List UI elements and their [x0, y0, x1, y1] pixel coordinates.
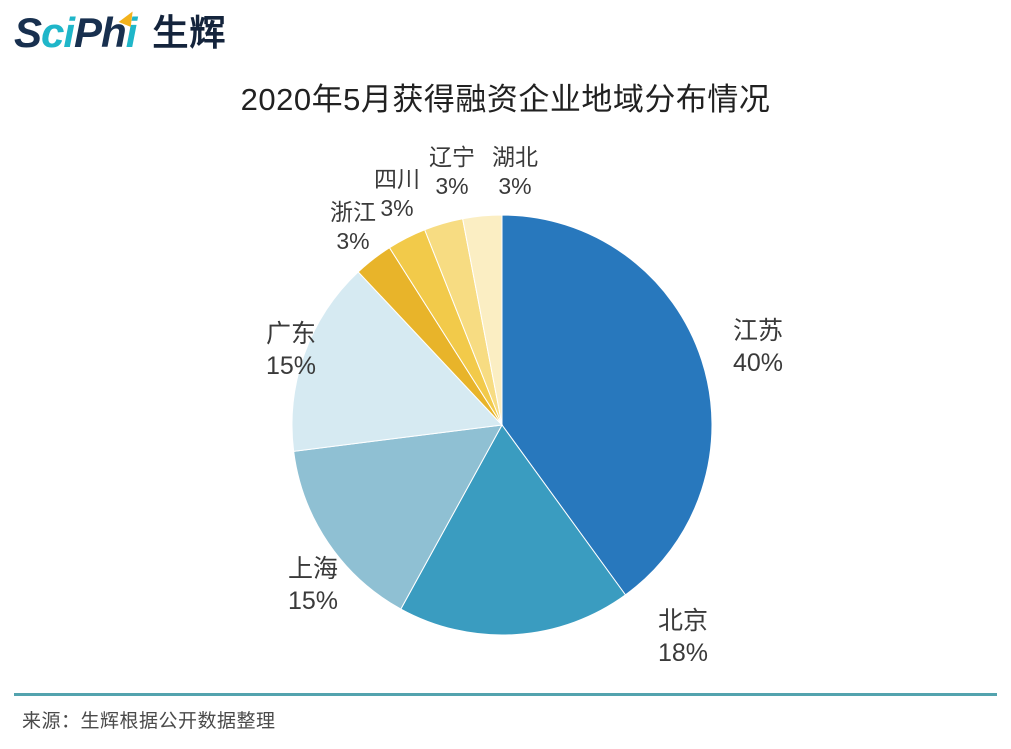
- pie-slice-group: [291, 214, 713, 636]
- logo-letters-ph: Ph: [74, 9, 127, 56]
- footer-divider: [14, 693, 997, 696]
- pie-slice-上海[interactable]: [293, 424, 503, 610]
- logo-letters-ci: ci: [41, 9, 75, 56]
- pie-slice-江苏[interactable]: [501, 214, 713, 596]
- pie-slice-广东[interactable]: [291, 271, 504, 452]
- brand-header: SciPhi 生辉: [14, 6, 226, 60]
- pie-slice-湖北[interactable]: [462, 214, 503, 426]
- pie-slice-北京[interactable]: [400, 424, 627, 636]
- logo-letter-i: i: [125, 9, 138, 56]
- sciphi-logo-wordmark: SciPhi: [14, 8, 138, 56]
- pie-chart: 江苏 40% 北京 18% 上海 15% 广东 15% 浙江 3% 四川 3% 辽宁 3% 湖北 3%: [0, 110, 1011, 670]
- logo-chinese-name: 生辉: [152, 12, 227, 53]
- page-title: 2020年5月获得融资企业地域分布情况: [240, 82, 771, 117]
- source-note: 来源：生辉根据公开数据整理: [22, 711, 276, 732]
- logo-letter-s: S: [14, 9, 42, 56]
- pie-chart-svg: [291, 214, 713, 636]
